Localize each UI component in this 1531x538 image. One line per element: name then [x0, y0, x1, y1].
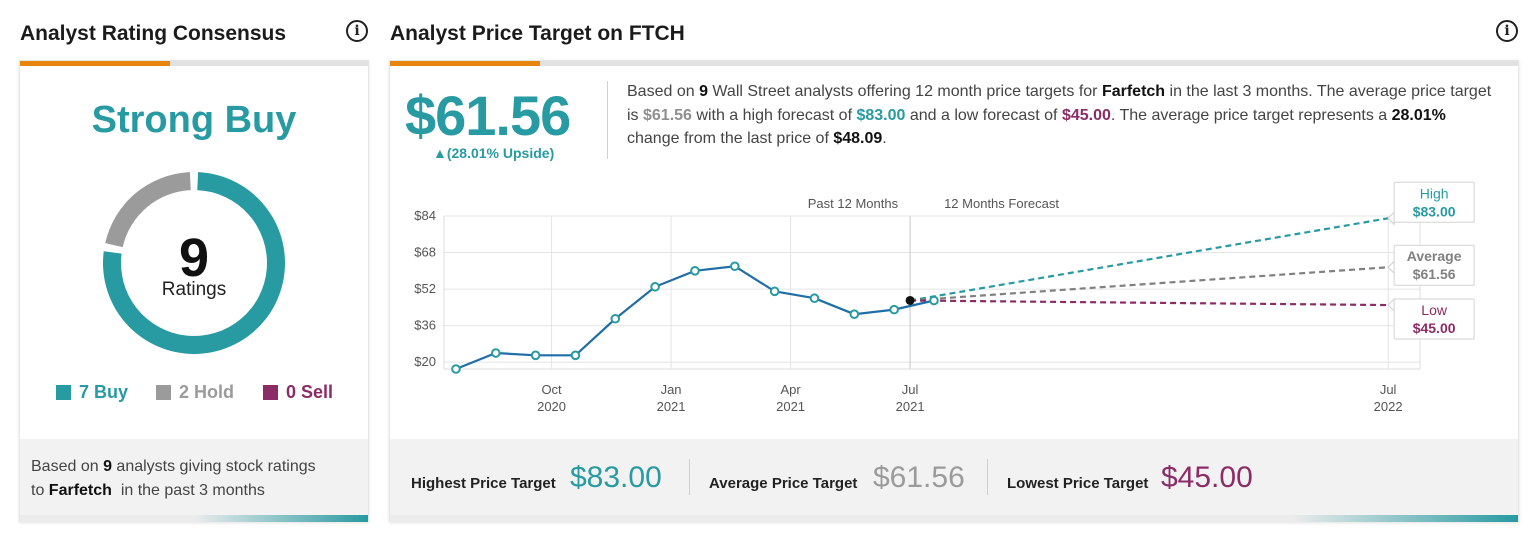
price-chart: $84 $68 $52 $36 $20 Oct 2020 Jan 2021 Apr 2021 Jul 2…	[414, 181, 1475, 414]
y-tick-label: $52	[414, 281, 436, 296]
info-icon[interactable]: i	[1496, 20, 1518, 42]
history-line	[455, 265, 935, 371]
callout-pointer	[1387, 260, 1395, 275]
forecast-callout-average	[1393, 244, 1475, 286]
legend-hold: 2 Hold	[156, 382, 234, 403]
total-ratings-label: Ratings	[161, 279, 227, 300]
price-target-description: Based on 9 Wall Street analysts offering…	[627, 83, 1492, 147]
forecast-line-low	[910, 299, 1389, 307]
card-top-bar	[20, 61, 368, 66]
forecast-callout-value: $45.00	[1413, 320, 1456, 336]
x-tick-label: Jul	[1380, 382, 1397, 397]
history-point	[451, 364, 461, 374]
history-point	[849, 309, 860, 319]
plot-frame	[443, 215, 1421, 370]
forecast-line-average	[910, 266, 1389, 302]
history-point	[490, 348, 501, 358]
legend-sell-swatch	[263, 385, 278, 400]
footer-gradient-bar	[390, 515, 1518, 522]
history-point	[650, 281, 660, 292]
forecast-line-high	[909, 217, 1389, 302]
past-period-label: Past 12 Months	[808, 196, 899, 211]
y-tick-label: $84	[414, 208, 436, 223]
history-point	[809, 293, 820, 304]
ratings-donut	[103, 172, 286, 354]
lowest-target-label: Lowest Price Target	[1007, 475, 1149, 492]
history-point	[929, 295, 939, 306]
x-tick-label: 2021	[896, 399, 925, 414]
history-point	[889, 304, 899, 315]
history-point	[730, 261, 740, 272]
upside-percent: ▲(28.01% Upside)	[433, 145, 555, 161]
legend-buy-label: 7 Buy	[79, 382, 129, 402]
consensus-rating: Strong Buy	[91, 99, 297, 141]
info-icon[interactable]: i	[346, 20, 368, 42]
legend-hold-swatch	[156, 385, 171, 400]
legend-buy-swatch	[56, 385, 71, 400]
history-point	[610, 313, 621, 324]
highest-target-value: $83.00	[570, 461, 662, 494]
donut-hold-arc	[105, 172, 191, 248]
price-target-title: Analyst Price Target on FTCH	[390, 22, 685, 45]
rating-consensus-title: Analyst Rating Consensus	[20, 22, 287, 45]
forecast-period-label: 12 Months Forecast	[944, 196, 1059, 211]
x-tick-label: Jul	[902, 382, 919, 397]
history-point	[769, 286, 780, 297]
header-divider	[607, 81, 608, 159]
forecast-callout-name: Low	[1421, 302, 1448, 318]
summary-divider	[689, 459, 690, 495]
history-point	[570, 350, 581, 361]
y-tick-label: $36	[414, 318, 436, 333]
legend-hold-label: 2 Hold	[179, 382, 235, 402]
price-target-card: $61.56 ▲(28.01% Upside) Based on 9 Wall …	[389, 60, 1519, 522]
forecast-callout-value: $61.56	[1413, 266, 1456, 282]
ratings-footer: Based on 9 analysts giving stock ratings…	[20, 439, 368, 515]
highest-target-label: Highest Price Target	[411, 475, 556, 492]
y-tick-label: $68	[414, 245, 436, 260]
average-target-label: Average Price Target	[709, 475, 858, 492]
x-tick-label: Jan	[661, 382, 682, 397]
x-tick-label: Oct	[541, 382, 562, 397]
last-price-point	[905, 295, 915, 305]
total-ratings-count: 9	[178, 228, 210, 288]
footer-gradient-bar	[20, 515, 368, 522]
forecast-callout-low	[1393, 298, 1475, 340]
forecast-callout-name: Average	[1407, 248, 1462, 264]
rating-consensus-card: Strong Buy 9 Ratings 7 Buy 2 Hold 0 Sell…	[19, 60, 369, 522]
callout-pointer	[1387, 211, 1395, 226]
y-tick-label: $20	[414, 354, 436, 369]
history-point	[690, 266, 700, 276]
average-target-value: $61.56	[873, 461, 965, 494]
legend-sell: 0 Sell	[263, 382, 333, 403]
forecast-callout-high	[1393, 181, 1475, 223]
up-arrow-icon: ▲	[433, 145, 447, 161]
forecast-callout-name: High	[1420, 185, 1449, 201]
card-top-bar	[390, 61, 1518, 66]
legend-sell-label: 0 Sell	[286, 382, 334, 402]
average-price-target: $61.56	[405, 84, 571, 147]
x-tick-label: 2020	[537, 399, 566, 414]
callout-pointer	[1387, 297, 1395, 313]
x-tick-label: 2021	[776, 399, 805, 414]
history-point	[530, 350, 541, 361]
summary-divider	[987, 459, 988, 495]
x-tick-label: 2022	[1374, 399, 1403, 414]
lowest-target-value: $45.00	[1161, 461, 1253, 494]
x-tick-label: Apr	[780, 382, 801, 397]
x-tick-label: 2021	[657, 399, 686, 414]
forecast-callout-value: $83.00	[1413, 203, 1456, 219]
legend-buy: 7 Buy	[56, 382, 128, 403]
ratings-footer-text: Based on 9 analysts giving stock ratings…	[31, 458, 316, 499]
price-target-summary: Highest Price Target $83.00 Average Pric…	[390, 439, 1518, 515]
